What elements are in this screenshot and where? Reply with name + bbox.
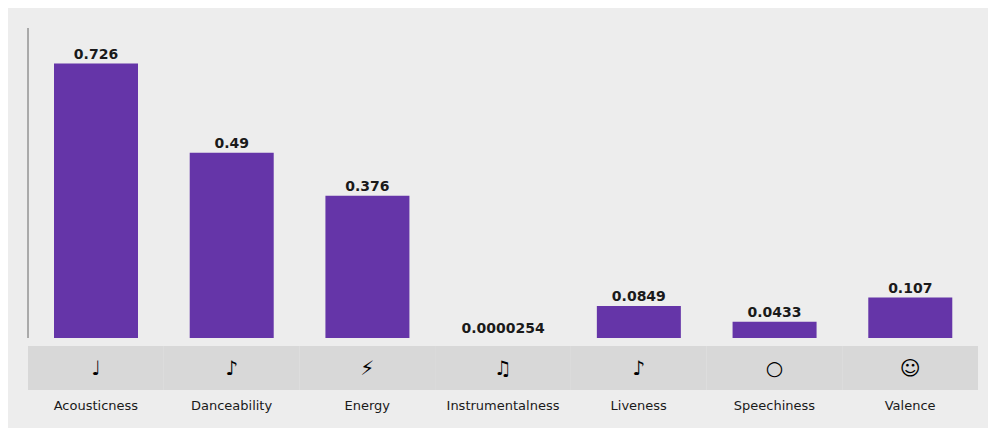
svg-text:♪: ♪	[225, 356, 238, 380]
svg-text:⚡: ⚡	[360, 356, 374, 380]
svg-text:0.376: 0.376	[345, 178, 389, 194]
svg-text:Instrumentalness: Instrumentalness	[447, 398, 560, 413]
svg-text:♪: ♪	[632, 356, 645, 380]
svg-text:0.0433: 0.0433	[748, 304, 802, 320]
svg-text:♩: ♩	[91, 356, 100, 380]
svg-text:Speechiness: Speechiness	[734, 398, 816, 413]
svg-text:○: ○	[766, 356, 783, 380]
svg-text:Danceability: Danceability	[191, 398, 273, 413]
svg-text:0.726: 0.726	[74, 46, 118, 62]
svg-text:0.0849: 0.0849	[612, 288, 666, 304]
svg-text:Acousticness: Acousticness	[54, 398, 139, 413]
svg-text:Valence: Valence	[885, 398, 936, 413]
svg-text:Energy: Energy	[345, 398, 391, 413]
svg-text:0.107: 0.107	[888, 280, 932, 296]
svg-text:☺: ☺	[900, 356, 921, 380]
svg-text:Liveness: Liveness	[611, 398, 668, 413]
svg-text:0.0000254: 0.0000254	[462, 320, 546, 336]
svg-text:♫: ♫	[494, 356, 512, 380]
svg-text:0.49: 0.49	[214, 135, 249, 151]
